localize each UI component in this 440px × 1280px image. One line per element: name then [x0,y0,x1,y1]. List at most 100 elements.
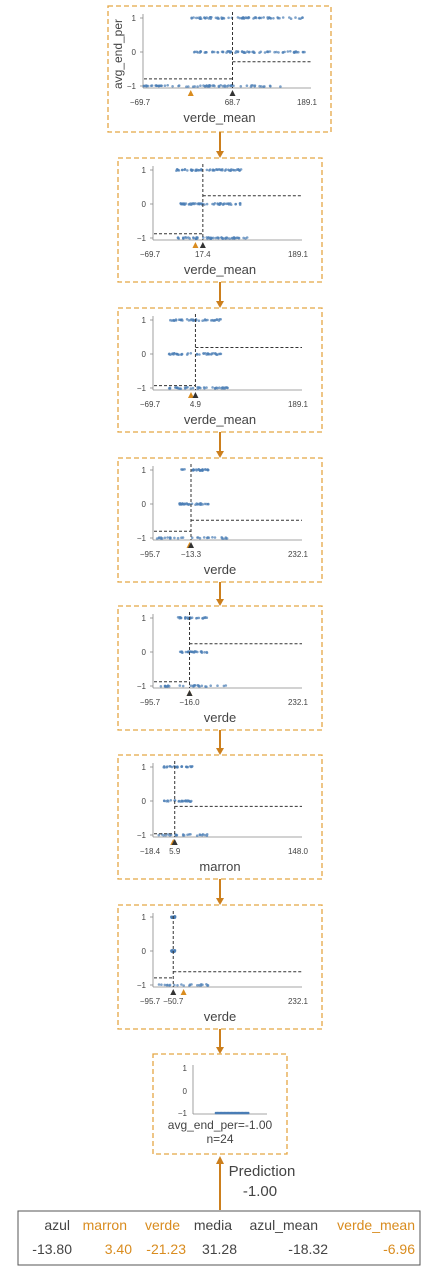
data-point [194,237,198,240]
data-point [220,236,223,239]
data-point [200,469,204,472]
data-point [182,202,186,205]
data-point [206,352,210,355]
data-point [277,51,280,54]
split-node-2: 1 0 −1 −69.7 17.4 189.1 verde_mean [117,157,323,283]
data-point [190,17,193,20]
data-point [181,236,185,239]
data-point [209,684,212,687]
data-point [205,651,209,654]
node-box [117,605,323,731]
y-tick-label: 1 [132,14,137,23]
feature-label: marron [199,859,240,874]
data-point [192,236,195,239]
y-tick-label: 0 [142,797,147,806]
data-point [189,168,193,171]
data-point [184,236,187,239]
y-tick-label: 1 [142,913,147,922]
data-point [219,352,223,356]
data-point [199,650,203,653]
data-point [208,169,211,172]
data-point [179,502,182,505]
data-point [189,765,193,769]
y-tick-label: 0 [132,48,137,57]
feature-label: verde_mean [184,262,256,277]
data-point [177,169,181,172]
data-point [194,202,197,205]
x-min-label: −69.7 [140,250,161,259]
data-point [189,202,192,205]
data-point [216,684,219,687]
data-point [192,202,195,205]
data-point [157,833,161,837]
data-point [176,236,180,239]
data-point [187,503,190,506]
data-point [163,983,167,987]
data-point [187,833,191,836]
leaf-prediction-text: avg_end_per=-1.00 [168,1118,273,1132]
x-min-label: −95.7 [140,997,161,1006]
feature-value-verde: -21.23 [146,1241,186,1257]
data-point [225,386,229,390]
data-point [191,468,194,472]
data-point [155,537,159,540]
data-point [263,85,266,88]
data-point [191,319,195,322]
data-point [206,502,210,506]
data-point [169,765,172,768]
edge-arrowhead [216,748,224,755]
y-tick-label: 0 [142,648,147,657]
data-point [177,800,180,803]
data-point [166,84,169,87]
data-point [184,650,188,654]
data-point [192,685,195,688]
data-point [205,386,208,389]
feature-name-azul-mean: azul_mean [250,1217,319,1233]
data-point [176,984,179,987]
data-point [176,536,180,540]
data-point [171,85,174,88]
data-point [209,319,213,322]
data-point [216,50,219,54]
data-point [245,16,248,20]
data-point [199,50,203,53]
split-value-label: 68.7 [225,98,241,107]
data-point [266,50,270,53]
data-point [211,386,214,389]
data-point [175,833,179,837]
edge-arrowhead [216,451,224,458]
instance-pointer [188,392,194,398]
data-point [179,616,183,620]
data-point [224,168,228,171]
data-point [222,202,226,205]
data-point [239,85,243,88]
split-value-label: 17.4 [195,250,211,259]
data-point [289,50,292,53]
data-point [191,386,195,390]
x-max-label: 232.1 [288,997,309,1006]
split-node-7: 1 0 −1 −95.7 −50.7 232.1 verde [117,904,323,1030]
data-point [195,616,199,620]
data-point [203,651,206,654]
data-point [204,468,207,471]
node-box [117,457,323,583]
data-point [251,84,254,87]
data-point [157,84,160,88]
data-point [207,536,211,539]
split-pointer [188,542,194,548]
data-point [279,85,282,88]
data-point [269,17,273,20]
y-tick-label: 1 [142,316,147,325]
data-point [160,983,163,986]
data-point [180,983,183,986]
data-point [191,650,195,654]
data-point [217,85,221,88]
x-min-label: −69.7 [140,400,161,409]
leaf-box [152,1053,288,1155]
data-point [157,536,161,539]
split-pointer [192,392,199,398]
data-point [224,684,228,687]
data-point [179,387,183,391]
data-point [168,983,172,987]
data-point [177,84,180,88]
